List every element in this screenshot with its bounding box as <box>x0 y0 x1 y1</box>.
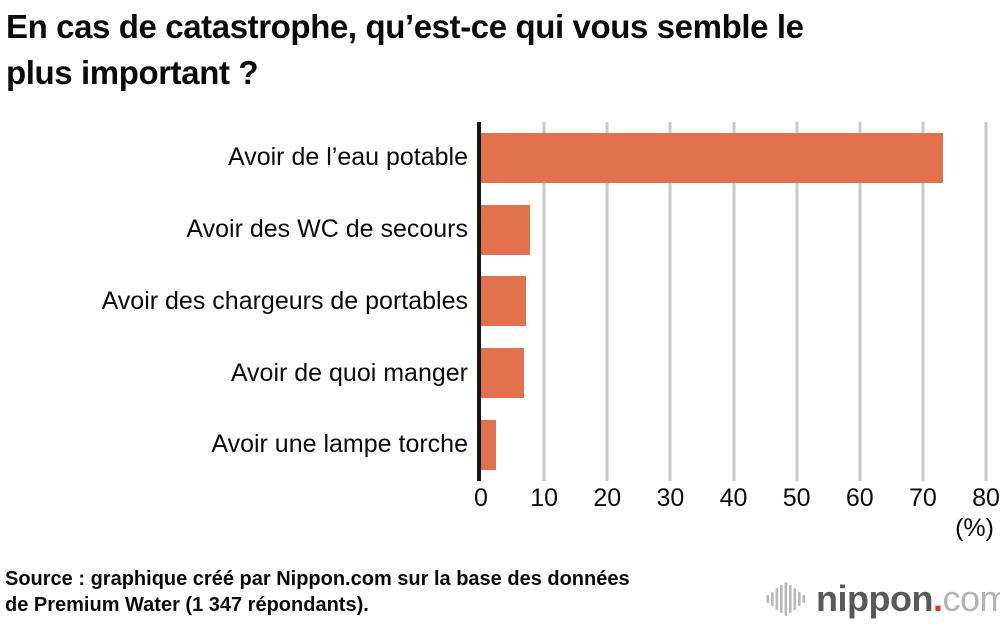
bar-lampe-torche <box>481 420 496 471</box>
x-tick: 30 <box>656 484 685 512</box>
logo-brand-text: nippon <box>816 578 933 619</box>
source-line2: de Premium Water (1 347 répondants). <box>5 594 369 616</box>
bar-eau-potable <box>481 132 944 183</box>
x-tick: 0 <box>474 484 488 512</box>
category-label: Avoir des WC de secours <box>186 214 468 243</box>
x-tick: 40 <box>719 484 748 512</box>
category-label: Avoir de quoi manger <box>230 358 468 387</box>
gridline-20 <box>605 122 609 481</box>
source-line1: Source : graphique créé par Nippon.com s… <box>5 568 630 590</box>
logo-dot: . <box>932 578 943 619</box>
chart-title-line1: En cas de catastrophe, qu’est-ce qui vou… <box>6 8 804 45</box>
chart-row: Avoir des WC de secours <box>0 194 986 266</box>
bar-track <box>481 204 986 255</box>
category-label: Avoir de l’eau potable <box>228 143 468 172</box>
x-tick: 70 <box>908 484 937 512</box>
chart-title: En cas de catastrophe, qu’est-ce qui vou… <box>6 4 804 96</box>
category-label: Avoir une lampe torche <box>211 430 468 459</box>
y-axis-line <box>477 122 481 481</box>
bar-track <box>481 348 986 399</box>
bar-track <box>481 132 986 183</box>
gridline-40 <box>732 122 735 481</box>
x-axis-unit-label: (%) <box>955 514 994 542</box>
bar-track <box>481 420 986 471</box>
logo-wordmark: nippon.com <box>816 581 1000 617</box>
x-tick: 20 <box>593 484 622 512</box>
nippon-com-logo: nippon.com <box>766 579 1000 619</box>
gridline-50 <box>795 122 799 481</box>
gridline-70 <box>921 122 925 481</box>
bar-track <box>481 276 986 327</box>
chart-title-line2: plus important ? <box>6 54 259 91</box>
bar-wc-secours <box>481 204 530 255</box>
x-tick: 80 <box>972 484 1000 512</box>
chart-row: Avoir des chargeurs de portables <box>0 266 986 338</box>
x-tick: 60 <box>845 484 874 512</box>
bar-manger <box>481 348 524 399</box>
x-axis: 0 10 20 30 40 50 60 70 80 <box>474 484 1000 514</box>
chart-row: Avoir de l’eau potable <box>0 122 986 194</box>
source-note: Source : graphique créé par Nippon.com s… <box>5 566 630 618</box>
gridline-60 <box>858 122 862 481</box>
x-tick: 10 <box>530 484 559 512</box>
gridline-layer <box>481 122 988 481</box>
gridline-30 <box>668 122 672 481</box>
bar-chart: Avoir de l’eau potable Avoir des WC de s… <box>0 122 986 481</box>
bar-chargeurs <box>481 276 527 327</box>
category-label: Avoir des chargeurs de portables <box>101 286 468 315</box>
x-tick: 50 <box>782 484 811 512</box>
gridline-10 <box>542 122 546 481</box>
gridline-80 <box>984 122 988 481</box>
logo-tld-text: com <box>942 578 1000 619</box>
waveform-icon <box>766 582 806 616</box>
chart-row: Avoir de quoi manger <box>0 337 986 409</box>
chart-row: Avoir une lampe torche <box>0 409 986 481</box>
